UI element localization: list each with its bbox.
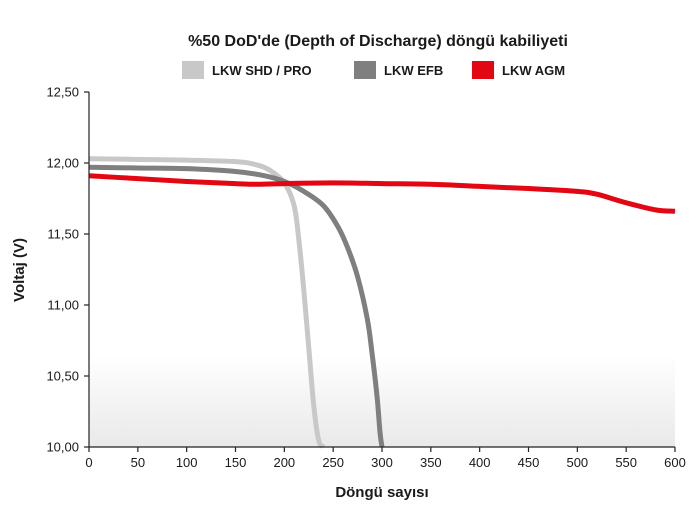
x-tick-label: 50	[131, 455, 145, 470]
y-axis-label: Voltaj (V)	[11, 238, 28, 302]
x-tick-label: 400	[469, 455, 491, 470]
x-tick-label: 100	[176, 455, 198, 470]
legend-label-lkw-efb: LKW EFB	[384, 63, 443, 78]
y-tick-label: 12,50	[46, 85, 79, 100]
y-tick-label: 11,00	[47, 298, 79, 313]
legend-label-lkw-shd-pro: LKW SHD / PRO	[212, 63, 312, 78]
legend-label-lkw-agm: LKW AGM	[502, 63, 565, 78]
series-line-lkw-shd-pro	[88, 156, 326, 449]
series-layer	[88, 156, 676, 449]
legend-swatch-lkw-efb	[354, 61, 376, 79]
x-tick-label: 350	[420, 455, 442, 470]
series-line-lkw-efb	[88, 164, 385, 448]
x-tick-label: 450	[518, 455, 540, 470]
y-tick-label: 11,50	[47, 227, 79, 242]
x-tick-label: 200	[273, 455, 295, 470]
x-tick-label: 300	[371, 455, 393, 470]
x-tick-label: 550	[615, 455, 637, 470]
chart-title: %50 DoD'de (Depth of Discharge) döngü ka…	[188, 33, 568, 50]
y-tick-label: 12,00	[46, 156, 79, 171]
x-tick-label: 500	[566, 455, 588, 470]
x-tick-label: 250	[322, 455, 344, 470]
legend: LKW SHD / PRO LKW EFB LKW AGM	[182, 61, 565, 79]
y-tick-label: 10,50	[46, 369, 79, 384]
x-tick-label: 0	[85, 455, 92, 470]
x-axis-label: Döngü sayısı	[335, 484, 428, 501]
x-tick-label: 600	[664, 455, 686, 470]
series-line-lkw-agm	[88, 173, 676, 214]
x-tick-label: 150	[225, 455, 247, 470]
legend-swatch-lkw-shd-pro	[182, 61, 204, 79]
x-axis-ticks: 0 50 100 150 200 250 300 350 400 450 500 550 600	[85, 447, 686, 470]
y-tick-label: 10,00	[46, 440, 79, 455]
y-axis-ticks: 10,00 10,50 11,00 11,50 12,00 12,50	[46, 85, 89, 455]
legend-swatch-lkw-agm	[472, 61, 494, 79]
